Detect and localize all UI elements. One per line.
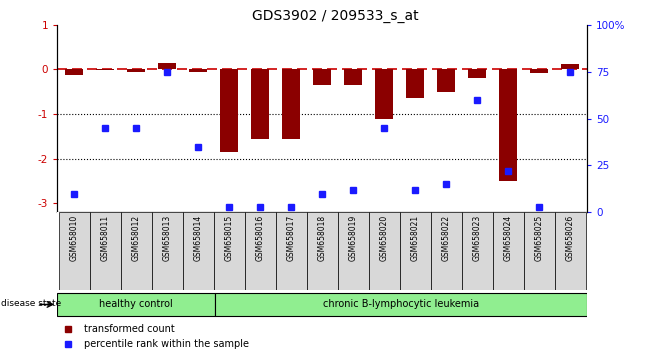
Bar [493, 212, 523, 290]
Bar [406, 69, 424, 98]
Bar [189, 69, 207, 72]
Bar [499, 69, 517, 181]
Text: GSM658020: GSM658020 [380, 215, 389, 261]
Bar [554, 212, 586, 290]
Bar [152, 212, 183, 290]
Bar [437, 69, 456, 92]
Bar [245, 212, 276, 290]
Text: chronic B-lymphocytic leukemia: chronic B-lymphocytic leukemia [323, 299, 479, 309]
Bar [399, 212, 431, 290]
Text: GSM658013: GSM658013 [162, 215, 172, 261]
Text: GSM658016: GSM658016 [256, 215, 264, 261]
Text: GSM658012: GSM658012 [132, 215, 141, 261]
Text: GSM658021: GSM658021 [411, 215, 419, 261]
Bar [215, 293, 587, 316]
Bar [313, 69, 331, 85]
Bar [127, 69, 146, 72]
Bar [368, 212, 399, 290]
Text: GSM658019: GSM658019 [348, 215, 358, 261]
Text: GSM658014: GSM658014 [193, 215, 203, 261]
Text: GSM658017: GSM658017 [287, 215, 296, 261]
Text: GSM658025: GSM658025 [535, 215, 544, 261]
Bar [282, 69, 301, 139]
Text: GSM658015: GSM658015 [225, 215, 234, 261]
Bar [65, 69, 83, 75]
Text: transformed count: transformed count [83, 324, 174, 333]
Bar [431, 212, 462, 290]
Text: GSM658011: GSM658011 [101, 215, 109, 261]
Text: GSM658010: GSM658010 [70, 215, 79, 261]
Bar [121, 212, 152, 290]
Text: GSM658023: GSM658023 [472, 215, 482, 261]
Bar [338, 212, 368, 290]
Bar [213, 212, 245, 290]
Text: percentile rank within the sample: percentile rank within the sample [83, 339, 248, 349]
Bar [344, 69, 362, 85]
Bar [57, 293, 215, 316]
Bar [462, 212, 493, 290]
Text: GSM658022: GSM658022 [442, 215, 451, 261]
Text: healthy control: healthy control [99, 299, 173, 309]
Bar [158, 63, 176, 69]
Bar [307, 212, 338, 290]
Bar [220, 69, 238, 152]
Bar [276, 212, 307, 290]
Bar [183, 212, 213, 290]
Bar [523, 212, 554, 290]
Text: GSM658024: GSM658024 [503, 215, 513, 261]
Text: GSM658018: GSM658018 [317, 215, 327, 261]
Bar [251, 69, 269, 139]
Bar [58, 212, 90, 290]
Bar [375, 69, 393, 119]
Bar [561, 64, 579, 69]
Text: disease state: disease state [1, 299, 62, 308]
Bar [530, 69, 548, 73]
Text: GSM658026: GSM658026 [566, 215, 574, 261]
Text: GDS3902 / 209533_s_at: GDS3902 / 209533_s_at [252, 9, 419, 23]
Bar [468, 69, 486, 78]
Bar [90, 212, 121, 290]
Bar [96, 69, 114, 70]
